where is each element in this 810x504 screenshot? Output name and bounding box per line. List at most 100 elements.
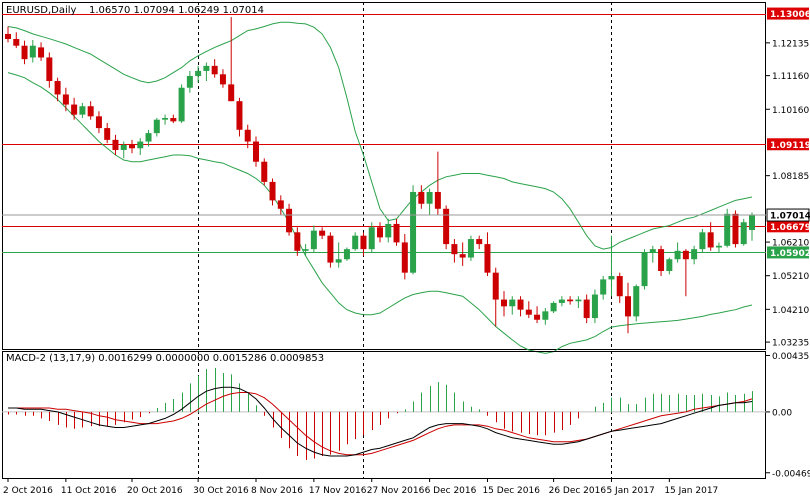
candle[interactable] — [104, 123, 111, 144]
candle[interactable] — [732, 210, 739, 248]
candle[interactable] — [674, 242, 681, 263]
candle[interactable] — [484, 232, 491, 277]
candle[interactable] — [401, 234, 408, 280]
candle[interactable] — [29, 39, 36, 63]
candle[interactable] — [600, 276, 607, 300]
candle[interactable] — [393, 218, 400, 246]
level-price-tag[interactable]: 1.05902 — [767, 246, 810, 259]
candle[interactable] — [525, 301, 532, 319]
candle[interactable] — [616, 272, 623, 303]
candle[interactable] — [625, 282, 631, 334]
candle[interactable] — [120, 141, 127, 159]
candle[interactable] — [129, 139, 135, 154]
candle[interactable] — [343, 247, 350, 261]
candle[interactable] — [5, 26, 11, 43]
candle[interactable] — [658, 245, 665, 277]
candle[interactable] — [410, 185, 417, 275]
level-price-tag[interactable]: 1.06679 — [767, 220, 810, 233]
candle[interactable] — [21, 40, 28, 65]
candle[interactable] — [575, 296, 582, 308]
candle[interactable] — [567, 296, 574, 305]
candle[interactable] — [649, 245, 656, 263]
candle[interactable] — [633, 284, 640, 322]
candle[interactable] — [87, 101, 94, 120]
candle[interactable] — [666, 257, 673, 275]
candle[interactable] — [186, 70, 193, 93]
date-axis-label: 8 Nov 2016 — [251, 486, 303, 496]
candle[interactable] — [54, 77, 61, 102]
candle[interactable] — [542, 307, 549, 325]
candle[interactable] — [492, 267, 499, 327]
candle[interactable] — [476, 235, 483, 250]
candle[interactable] — [236, 97, 243, 137]
price-pane[interactable]: 1.12135 1.11160 1.10160 1.08185 1.06210 1.052… — [2, 2, 809, 354]
candle[interactable] — [459, 242, 466, 266]
candle[interactable] — [583, 294, 590, 324]
candle[interactable] — [137, 138, 144, 155]
candle[interactable] — [211, 59, 218, 78]
candle[interactable] — [550, 301, 557, 314]
candle[interactable] — [71, 97, 78, 120]
candle[interactable] — [244, 124, 251, 149]
candle[interactable] — [327, 232, 334, 268]
candle[interactable] — [269, 178, 276, 206]
candle[interactable] — [699, 228, 706, 253]
candle[interactable] — [302, 244, 309, 256]
candle[interactable] — [203, 62, 210, 82]
candle[interactable] — [219, 69, 226, 88]
candle[interactable] — [178, 84, 185, 124]
candle[interactable] — [261, 158, 268, 186]
candle[interactable] — [319, 227, 326, 240]
candle[interactable] — [682, 249, 689, 297]
candle[interactable] — [740, 218, 747, 246]
macd-pane[interactable]: 0.004355 0.00 -0.004696 2 Oct 2016 11 Oct 20… — [2, 351, 810, 496]
candle[interactable] — [368, 222, 375, 253]
candle[interactable] — [46, 52, 53, 88]
candle[interactable] — [286, 203, 293, 236]
candle[interactable] — [112, 134, 119, 155]
candle[interactable] — [434, 151, 441, 216]
candle[interactable] — [426, 188, 433, 216]
candle[interactable] — [294, 227, 301, 256]
candle-body — [542, 311, 549, 320]
level-price-tag[interactable]: 1.13006 — [767, 7, 810, 20]
candle[interactable] — [145, 129, 152, 147]
candle[interactable] — [385, 218, 392, 243]
candle[interactable] — [228, 17, 235, 102]
candle[interactable] — [352, 232, 359, 251]
candle[interactable] — [451, 239, 458, 263]
candle[interactable] — [509, 296, 516, 315]
candle[interactable] — [79, 102, 86, 119]
candle[interactable] — [749, 212, 755, 241]
candle[interactable] — [310, 225, 317, 253]
candle[interactable] — [691, 245, 698, 265]
candle[interactable] — [62, 87, 69, 112]
candle[interactable] — [253, 136, 259, 167]
candle[interactable] — [608, 235, 615, 297]
candle[interactable] — [558, 296, 565, 307]
candle[interactable] — [418, 185, 425, 209]
candle[interactable] — [591, 289, 598, 324]
candle[interactable] — [641, 249, 648, 290]
candle[interactable] — [170, 114, 177, 124]
candle[interactable] — [95, 111, 102, 134]
candle[interactable] — [277, 195, 284, 216]
candle[interactable] — [153, 118, 160, 137]
candle[interactable] — [501, 291, 507, 317]
candle[interactable] — [534, 306, 541, 324]
level-price-tag[interactable]: 1.09119 — [767, 138, 810, 151]
candle[interactable] — [467, 235, 474, 261]
candle[interactable] — [517, 296, 524, 317]
candle[interactable] — [38, 42, 45, 61]
candle[interactable] — [377, 222, 383, 243]
candle[interactable] — [707, 222, 714, 251]
candle[interactable] — [443, 205, 450, 250]
candle[interactable] — [360, 232, 367, 256]
candle[interactable] — [13, 32, 20, 49]
candle[interactable] — [195, 65, 202, 83]
candle[interactable] — [162, 114, 169, 125]
candle[interactable] — [335, 242, 342, 268]
candle[interactable] — [715, 242, 722, 253]
